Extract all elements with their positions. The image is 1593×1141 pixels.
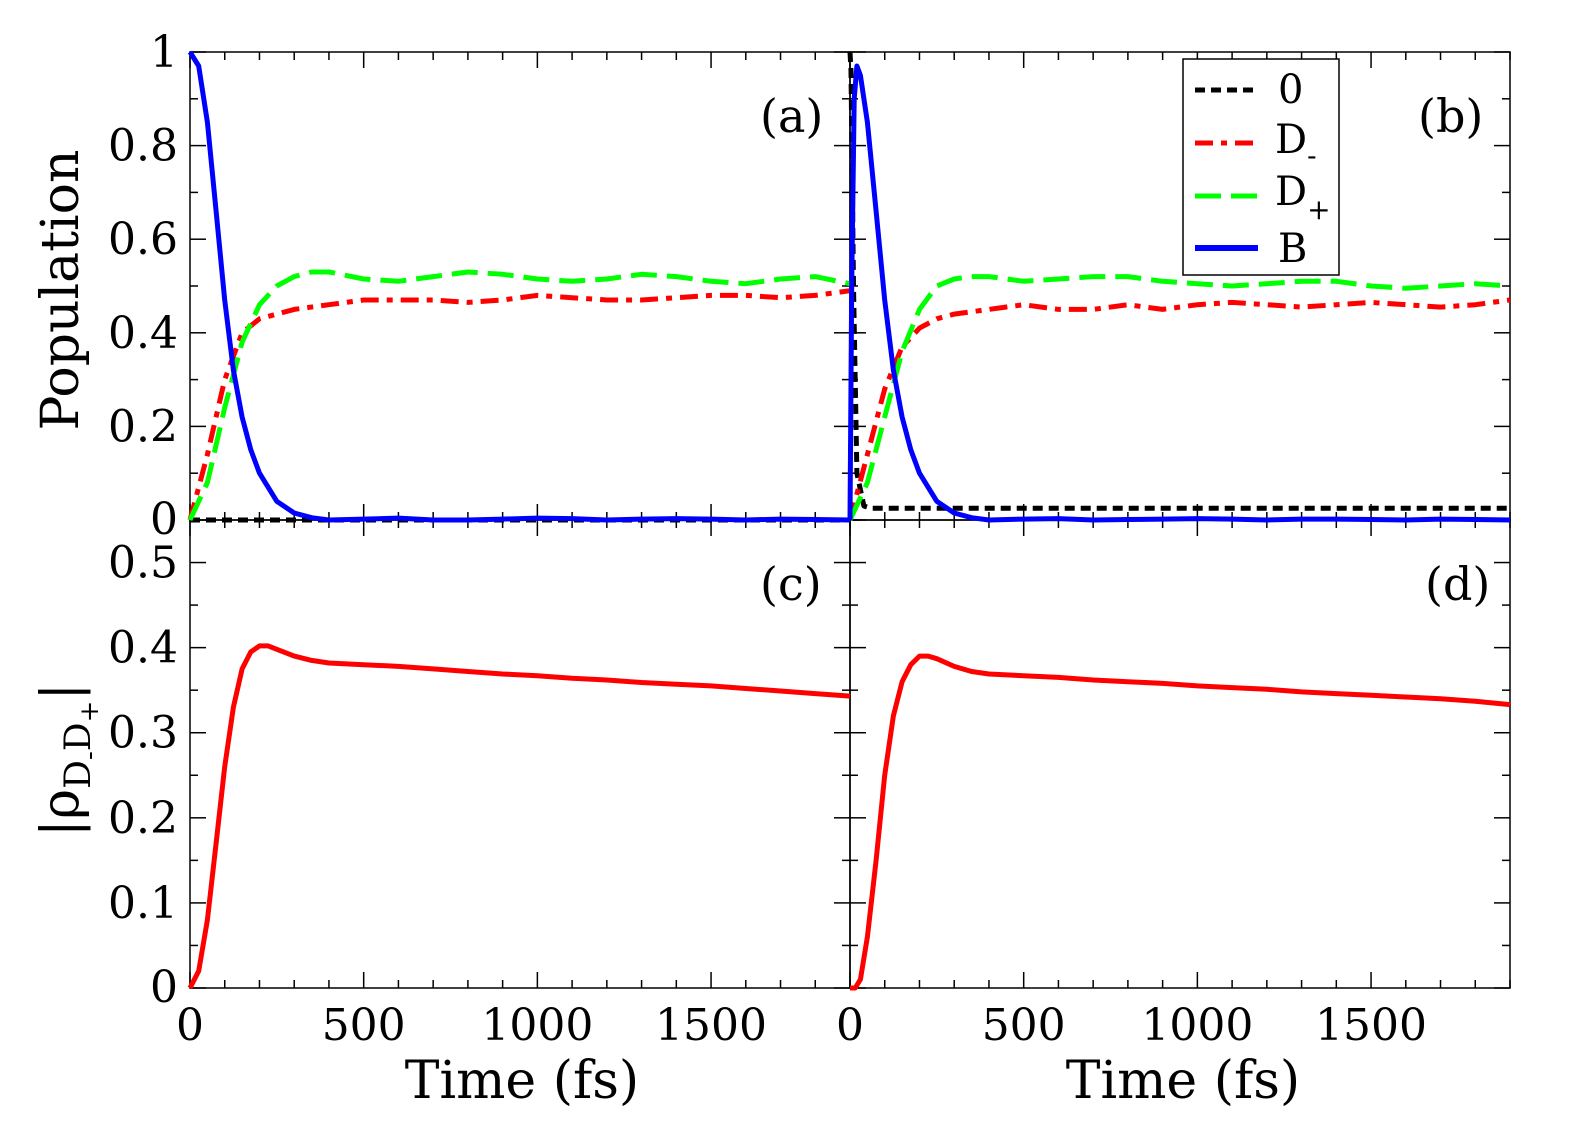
- x-axis-label-left: Time (fs): [405, 1051, 639, 1111]
- y-tick-label-c: 0.4: [108, 623, 178, 674]
- legend-label-dminus: D-: [1275, 117, 1317, 172]
- abs-open: |: [31, 819, 91, 837]
- y-axis-label-bottom: |ρD-D+|: [31, 683, 105, 837]
- y-tick-label-c: 0.5: [108, 538, 178, 589]
- abs-close: |: [31, 683, 91, 701]
- series-dminus-b: [847, 297, 1511, 521]
- series-b-a: [187, 50, 851, 523]
- x-tick-label-c: 500: [322, 1000, 406, 1051]
- rho-sub-1: D: [58, 760, 99, 789]
- panel-label-d: (d): [1425, 557, 1490, 611]
- axes-frame-a: [189, 51, 851, 521]
- legend: 0 D- D+ B: [1182, 58, 1340, 276]
- y-tick-label-a: 0.4: [108, 308, 178, 359]
- y-tick-label-c: 0.1: [108, 878, 178, 929]
- x-tick-label-d: 500: [982, 1000, 1066, 1051]
- x-tick-label-d: 0: [836, 1000, 864, 1051]
- y-tick-label-a: 0: [150, 494, 178, 545]
- rho-sub-2-sup: +: [75, 701, 105, 723]
- y-tick-label-c: 0.3: [108, 708, 178, 759]
- axes-frame-d: [849, 519, 1511, 989]
- x-tick-label-c: 0: [176, 1000, 204, 1051]
- axes-frame-c: [189, 519, 851, 989]
- panel-label-c: (c): [760, 557, 822, 611]
- y-tick-label-c: 0: [150, 962, 178, 1013]
- rho-symbol: ρ: [31, 789, 91, 820]
- series-coherence-c: [187, 643, 851, 990]
- rho-sub-2: D: [58, 722, 99, 751]
- panel-label-b: (b): [1418, 89, 1483, 143]
- legend-label-b: B: [1278, 226, 1307, 272]
- series-dplus-a: [187, 269, 851, 522]
- y-tick-label-a: 0.8: [108, 121, 178, 172]
- x-tick-label-d: 1500: [1315, 1000, 1427, 1051]
- x-axis-label-right: Time (fs): [1066, 1051, 1300, 1111]
- y-tick-label-a: 1: [150, 27, 178, 78]
- series-dplus-b: [847, 274, 1511, 522]
- data-series: [187, 50, 1511, 991]
- legend-box: [1182, 58, 1340, 276]
- y-tick-label-a: 0.6: [108, 214, 178, 265]
- x-tick-label-d: 1000: [1141, 1000, 1253, 1051]
- y-tick-label-a: 0.2: [108, 401, 178, 452]
- panel-label-a: (a): [760, 89, 823, 143]
- y-axis-label-top: Population: [31, 150, 91, 431]
- x-tick-label-c: 1500: [655, 1000, 767, 1051]
- series-coherence-d: [850, 653, 1511, 991]
- rho-sub-1-sup: -: [75, 751, 105, 760]
- series-dminus-a: [187, 288, 851, 521]
- series-b-b: [847, 63, 1511, 523]
- y-tick-label-c: 0.2: [108, 793, 178, 844]
- x-tick-label-c: 1000: [481, 1000, 593, 1051]
- legend-label-0: 0: [1278, 67, 1303, 113]
- legend-label-dplus: D+: [1275, 169, 1331, 226]
